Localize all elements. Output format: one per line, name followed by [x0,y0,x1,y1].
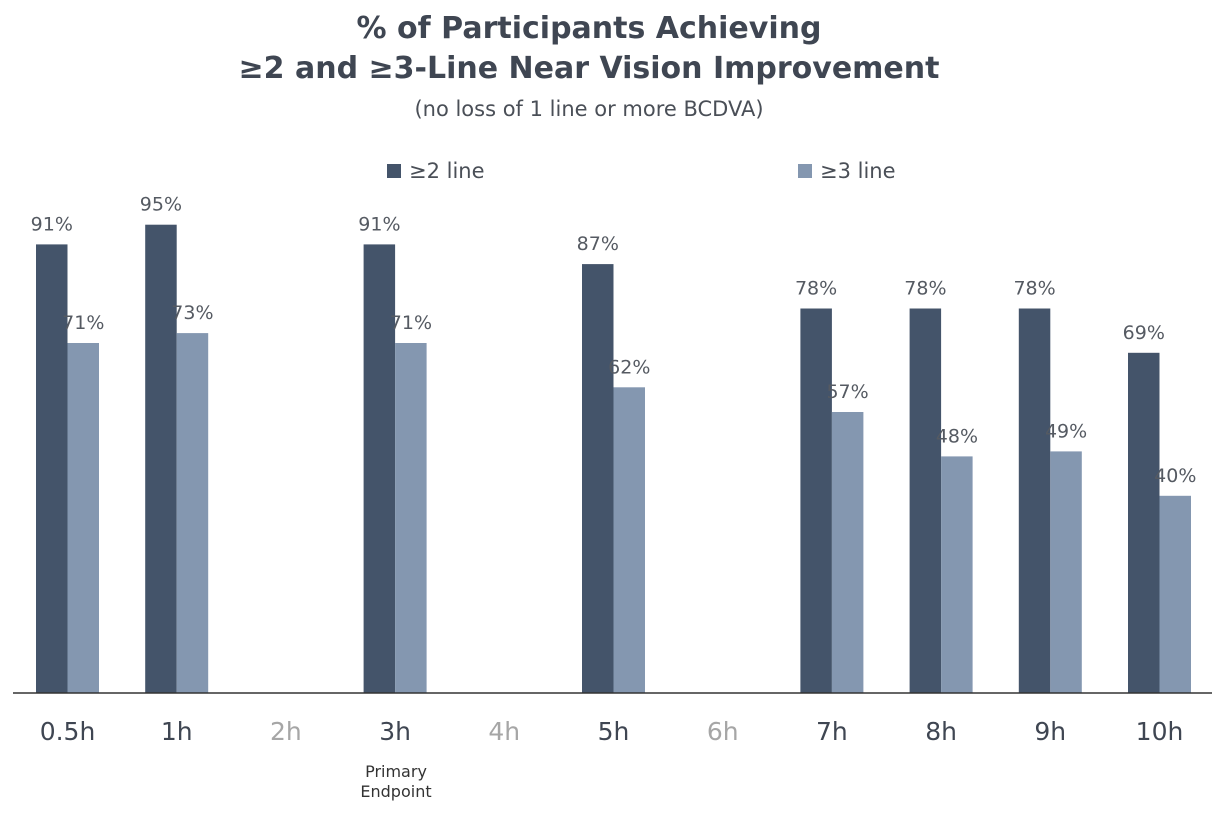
value-label-2-line-9h: 78% [1013,278,1055,300]
chart-subtitle: (no loss of 1 line or more BCDVA) [414,97,763,121]
value-label-3-line-7h: 57% [826,381,868,403]
bar-3-line-9h [1050,451,1082,693]
value-label-3-line-3h: 71% [390,312,432,334]
x-tick-8h: 8h [925,717,957,746]
bar-3-line-0.5h [67,343,99,693]
value-label-3-line-5h: 62% [608,356,650,378]
bar-3-line-8h [941,456,973,693]
bar-2-line-10h [1128,352,1160,693]
bar-2-line-8h [909,308,942,693]
bar-2-line-0.5h [36,244,68,693]
x-tick-9h: 9h [1034,717,1066,746]
x-tick-10h: 10h [1136,717,1184,746]
bar-2-line-5h [582,264,614,693]
value-label-3-line-8h: 48% [936,425,978,447]
value-label-2-line-8h: 78% [904,278,946,300]
legend-swatch-3-line [798,164,812,178]
x-tick-0.5h: 0.5h [40,717,96,746]
primary-endpoint-note: Primary [365,762,427,781]
bar-3-line-10h [1159,495,1191,693]
x-tick-3h: 3h [379,717,411,746]
chart-title: % of Participants Achieving [357,11,822,46]
primary-endpoint-note-line-2: Endpoint [360,782,431,801]
x-axis-ticks: 0.5h 1h 2h 3h 4h 5h 6h 7h 8h 9h 10h [40,717,1184,746]
value-label-3-line-9h: 49% [1045,420,1087,442]
value-label-3-line-10h: 40% [1154,465,1196,487]
bar-2-line-7h [800,308,832,693]
legend: ≥2 line ≥3 line [387,159,896,183]
chart-title-line-2: ≥2 and ≥3-Line Near Vision Improvement [239,51,940,86]
x-tick-7h: 7h [816,717,848,746]
value-labels-group: 91% 71% 95% 73% 91% 71% 87% 62% 78% 57% 78% 48% 78% 4… [31,194,1197,487]
bar-3-line-3h [395,343,427,693]
value-label-3-line-1h: 73% [171,302,213,324]
x-tick-1h: 1h [161,717,193,746]
value-label-2-line-7h: 78% [795,278,837,300]
bar-2-line-1h [145,224,177,693]
bar-3-line-5h [613,387,645,693]
value-label-2-line-5h: 87% [577,233,619,255]
bar-2-line-9h [1018,308,1051,693]
x-tick-5h: 5h [598,717,630,746]
bar-3-line-7h [831,412,864,693]
x-tick-4h: 4h [488,717,520,746]
value-label-2-line-10h: 69% [1123,322,1165,344]
x-tick-2h: 2h [270,717,302,746]
value-label-2-line-0.5h: 91% [31,213,73,235]
legend-swatch-2-line [387,164,401,178]
bars-group [36,224,1191,693]
bar-3-line-1h [176,333,209,693]
value-label-2-line-3h: 91% [358,213,400,235]
x-tick-6h: 6h [707,717,739,746]
legend-label-3-line: ≥3 line [820,159,896,183]
bar-2-line-3h [363,244,396,693]
legend-label-2-line: ≥2 line [409,159,485,183]
value-label-2-line-1h: 95% [140,194,182,216]
value-label-3-line-0.5h: 71% [62,312,104,334]
